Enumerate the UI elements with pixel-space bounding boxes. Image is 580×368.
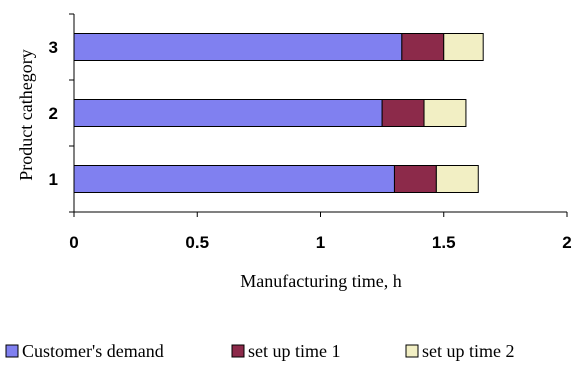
bar-segment: [435, 165, 479, 193]
x-axis-title: Manufacturing time, h: [240, 271, 401, 291]
y-axis-title: Product cathegory: [16, 49, 36, 180]
y-tick-label: 3: [49, 38, 58, 57]
x-tick-label: 1.5: [432, 233, 456, 252]
legend-label: Customer's demand: [22, 341, 164, 361]
bar-segment: [393, 165, 437, 193]
bar-segment: [401, 33, 445, 61]
bar-segment: [73, 33, 403, 61]
bar-segment: [423, 99, 467, 127]
legend-label: set up time 1: [248, 341, 341, 361]
x-tick-label: 2: [562, 233, 571, 252]
bar-segment: [381, 99, 425, 127]
legend: Customer's demand set up time 1 set up tim…: [5, 341, 515, 361]
legend-swatch: [405, 344, 419, 358]
bar-segment: [73, 165, 395, 193]
ticks: 0 0.5 1 1.5 2 1 2 3: [49, 13, 572, 252]
x-tick-label: 0.5: [185, 233, 209, 252]
bars: [73, 33, 484, 193]
bar-segment: [443, 33, 484, 61]
legend-label: set up time 2: [422, 341, 515, 361]
y-tick-label: 2: [49, 104, 58, 123]
x-tick-label: 1: [316, 233, 325, 252]
x-tick-label: 0: [69, 233, 78, 252]
y-tick-label: 1: [49, 170, 58, 189]
legend-swatch: [231, 344, 245, 358]
bar-segment: [73, 99, 383, 127]
legend-swatch: [5, 344, 19, 358]
